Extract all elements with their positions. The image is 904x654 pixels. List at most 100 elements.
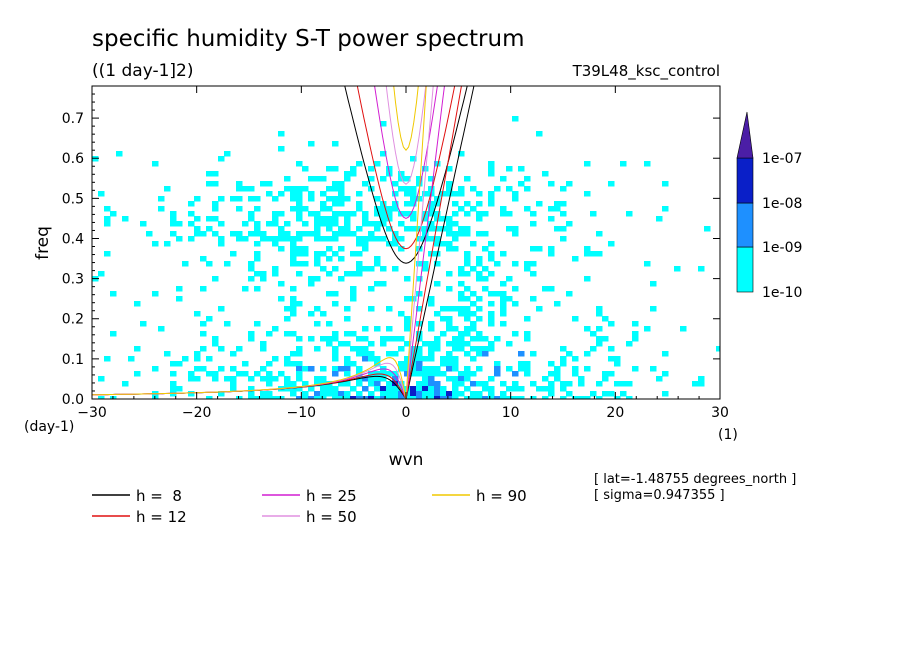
heatmap-cell	[380, 376, 387, 382]
heatmap-cell	[530, 351, 537, 357]
heatmap-cell	[650, 306, 657, 312]
heatmap-cell	[674, 266, 681, 272]
heatmap-cell	[374, 196, 381, 202]
heatmap-cell	[248, 266, 255, 272]
dispersion-curve	[92, 357, 407, 399]
heatmap-cell	[650, 366, 657, 372]
heatmap-cell	[302, 206, 309, 212]
heatmap-cell	[482, 266, 489, 272]
heatmap-cell	[236, 181, 243, 187]
heatmap-cell	[272, 356, 279, 362]
heatmap-cell	[470, 291, 477, 297]
heatmap-cell	[482, 276, 489, 282]
heatmap-cell	[392, 336, 399, 342]
heatmap-cell	[506, 186, 513, 192]
heatmap-cell	[326, 336, 333, 342]
heatmap-cell	[314, 221, 321, 227]
heatmap-cell	[518, 366, 525, 372]
heatmap-cell	[416, 351, 423, 357]
heatmap-cell	[476, 316, 483, 322]
heatmap-cell	[332, 391, 339, 397]
heatmap-cell	[524, 206, 531, 212]
heatmap-cell	[458, 281, 465, 287]
heatmap-cell	[254, 241, 261, 247]
heatmap-cell	[602, 371, 609, 377]
heatmap-cell	[566, 391, 573, 397]
heatmap-cell	[260, 236, 267, 242]
heatmap-cell	[398, 246, 405, 252]
heatmap-cell	[434, 261, 441, 267]
heatmap-cell	[314, 211, 321, 217]
heatmap-cell	[308, 191, 315, 197]
colorbar-segment	[736, 157, 754, 204]
heatmap-cell	[368, 231, 375, 237]
heatmap-cell	[482, 351, 489, 357]
heatmap-cell	[524, 261, 531, 267]
y-axis-label: freq	[33, 226, 53, 260]
heatmap-cell	[560, 386, 567, 392]
heatmap-cell	[338, 181, 345, 187]
heatmap-cell	[356, 396, 363, 399]
heatmap-cell	[224, 376, 231, 382]
heatmap-cell	[260, 271, 267, 277]
heatmap-cell	[446, 321, 453, 327]
y-tick-label: 0.3	[62, 272, 84, 288]
heatmap-cell	[416, 226, 423, 232]
heatmap-cell	[464, 256, 471, 262]
dispersion-curve	[356, 86, 456, 250]
heatmap-cell	[632, 336, 639, 342]
heatmap-cell	[596, 306, 603, 312]
heatmap-cell	[464, 231, 471, 237]
heatmap-cell	[458, 186, 465, 192]
heatmap-cell	[494, 291, 501, 297]
heatmap-cell	[344, 361, 351, 367]
heatmap-cell	[518, 181, 525, 187]
heatmap-cell	[320, 251, 327, 257]
heatmap-cell	[602, 336, 609, 342]
heatmap-cell	[356, 381, 363, 387]
heatmap-cell	[434, 211, 441, 217]
heatmap-cell	[296, 361, 303, 367]
heatmap-cell	[320, 396, 327, 399]
heatmap-cell	[266, 221, 273, 227]
run-label: T39L48_ksc_control	[572, 62, 720, 81]
heatmap-cell	[602, 391, 609, 397]
heatmap-cell	[356, 346, 363, 352]
heatmap-cell	[482, 211, 489, 217]
heatmap-cell	[254, 251, 261, 257]
heatmap-cell	[446, 361, 453, 367]
heatmap-cell	[242, 361, 249, 367]
heatmap-cell	[602, 376, 609, 382]
heatmap-cell	[218, 236, 225, 242]
heatmap-cell	[314, 381, 321, 387]
heatmap-cell	[470, 381, 477, 387]
heatmap-cell	[476, 381, 483, 387]
heatmap-cell	[254, 271, 261, 277]
heatmap-cell	[266, 396, 273, 399]
heatmap-cell	[164, 186, 171, 192]
heatmap-cell	[314, 321, 321, 327]
heatmap-cell	[512, 301, 519, 307]
heatmap-cell	[332, 331, 339, 337]
heatmap-cell	[368, 376, 375, 382]
heatmap-cell	[344, 316, 351, 322]
heatmap-cell	[440, 391, 447, 397]
heatmap-cell	[392, 391, 399, 397]
heatmap-cell	[380, 201, 387, 207]
heatmap-cell	[380, 216, 387, 222]
heatmap-cell	[392, 181, 399, 187]
heatmap-cell	[434, 281, 441, 287]
heatmap-cell	[410, 296, 417, 302]
heatmap-cell	[326, 216, 333, 222]
heatmap-cell	[326, 256, 333, 262]
heatmap-cell	[548, 251, 555, 257]
heatmap-cell	[458, 206, 465, 212]
heatmap-cell	[530, 246, 537, 252]
heatmap-cell	[476, 211, 483, 217]
heatmap-cell	[356, 336, 363, 342]
heatmap-cell	[500, 281, 507, 287]
heatmap-cell	[302, 186, 309, 192]
heatmap-cell	[464, 376, 471, 382]
heatmap-cell	[572, 256, 579, 262]
heatmap-cell	[392, 241, 399, 247]
